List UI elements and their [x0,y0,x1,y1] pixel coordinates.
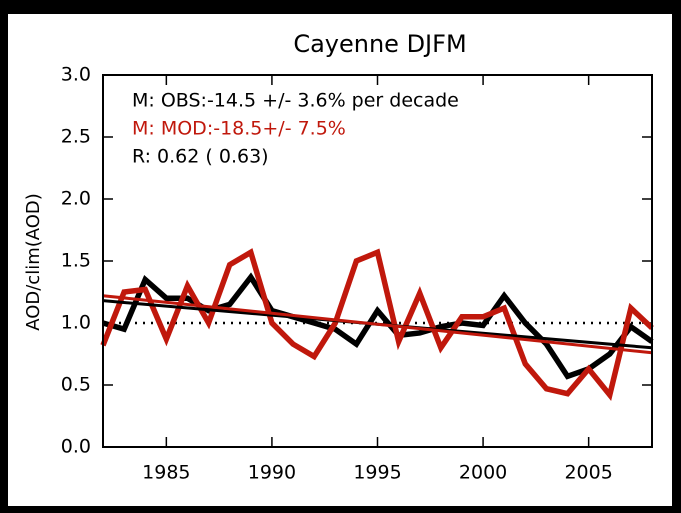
chart-title: Cayenne DJFM [293,30,466,58]
y-axis-label: AOD/clim(AOD) [23,193,44,331]
x-tick-label: 1995 [353,462,401,484]
y-tick-label: 3.0 [61,64,91,86]
x-tick-label: 2000 [459,462,507,484]
y-tick-label: 2.0 [61,188,91,210]
y-tick-label: 1.5 [61,250,91,272]
y-tick-label: 0.5 [61,374,91,396]
x-tick-label: 1990 [248,462,296,484]
series-line [100,248,654,401]
annotation: M: OBS:-14.5 +/- 3.6% per decade [132,90,459,112]
plot-frame [102,74,653,448]
annotation: R: 0.62 ( 0.63) [132,146,269,168]
x-tick-label: 2005 [564,462,612,484]
x-tick-label: 1985 [142,462,190,484]
y-tick-label: 0.0 [61,436,91,458]
y-tick-label: 2.5 [61,126,91,148]
y-tick-label: 1.0 [61,312,91,334]
annotation: M: MOD:-18.5+/- 7.5% [132,118,346,140]
trend-line [102,294,653,355]
panel [8,14,672,506]
